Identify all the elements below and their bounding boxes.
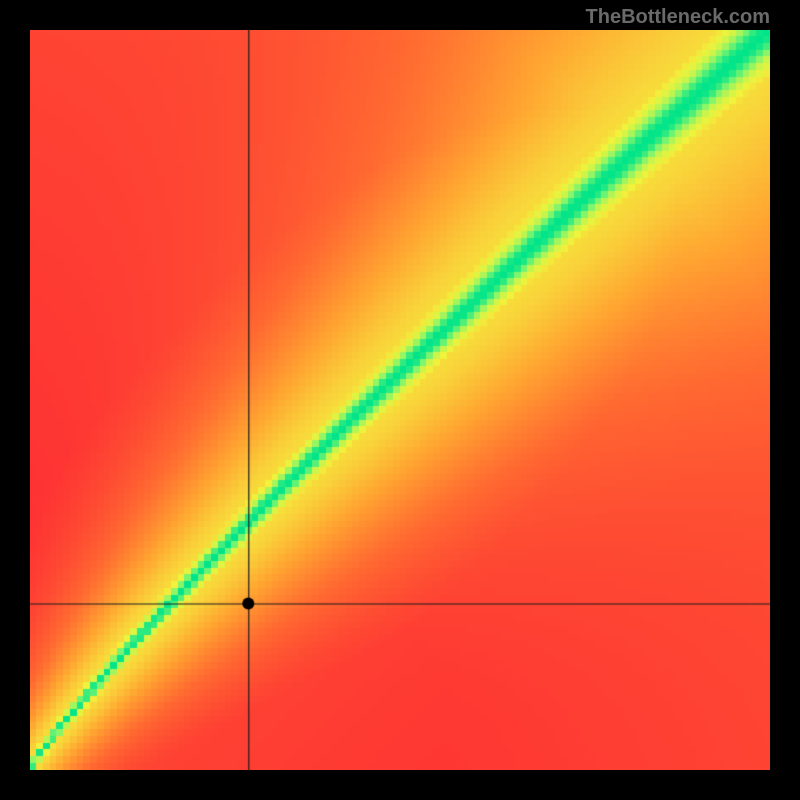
- watermark-text: TheBottleneck.com: [586, 6, 770, 29]
- chart-container: TheBottleneck.com: [0, 0, 800, 800]
- heatmap-canvas: [30, 30, 770, 770]
